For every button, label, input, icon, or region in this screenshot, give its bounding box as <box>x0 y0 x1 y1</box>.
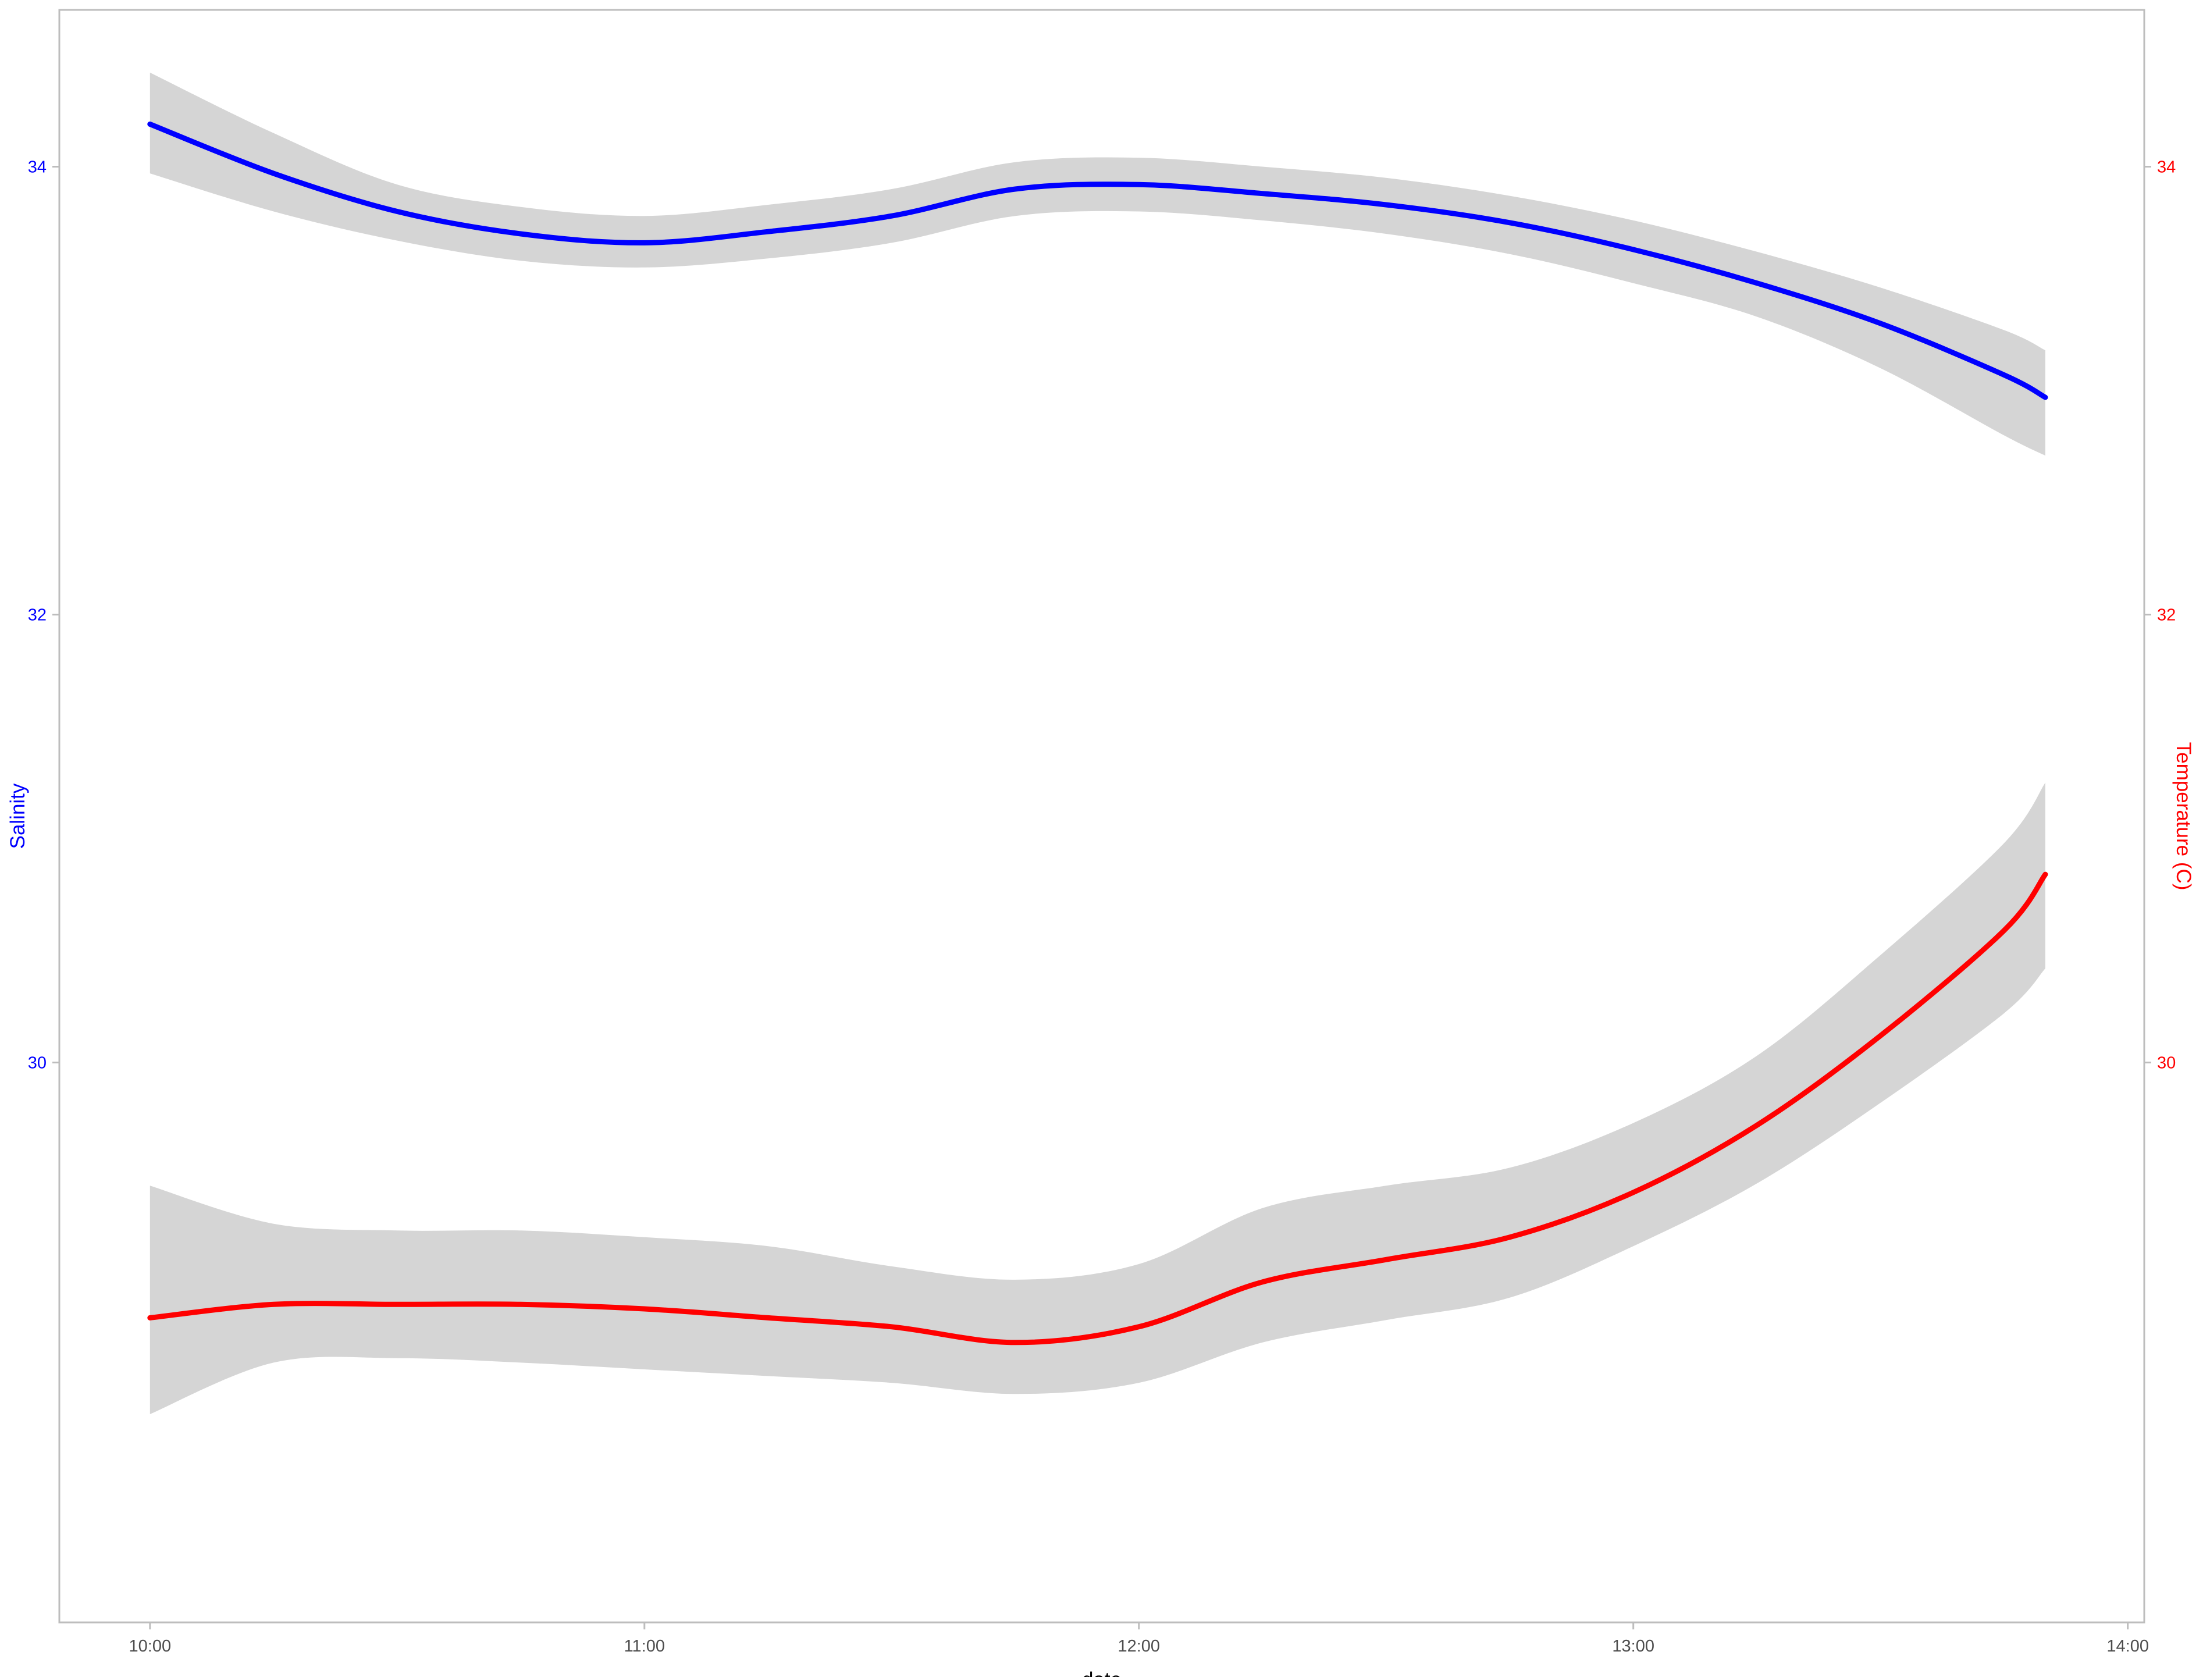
left-y-tick-label: 30 <box>28 1054 47 1073</box>
left-y-axis-title: Salinity <box>6 783 29 849</box>
left-series-confidence-band <box>150 72 2045 456</box>
right-series-confidence-band <box>150 782 2045 1414</box>
right-series-line <box>147 871 2048 1346</box>
series-lines <box>147 121 2048 1346</box>
x-tick-label: 12:00 <box>1117 1637 1160 1656</box>
right-y-tick-label: 30 <box>2157 1054 2176 1073</box>
right-y-tick-label: 32 <box>2157 606 2176 625</box>
left-y-axis: 30 32 34 <box>28 158 59 1073</box>
plot-panel-border <box>58 9 2145 1624</box>
confidence-ribbons <box>150 72 2045 1414</box>
left-series-line <box>147 121 2048 400</box>
x-tick-label: 14:00 <box>2106 1637 2149 1656</box>
left-y-tick-label: 34 <box>28 158 47 177</box>
x-axis-title: date <box>1082 1668 1122 1677</box>
left-y-tick-label: 32 <box>28 606 47 625</box>
right-y-axis-title: Temperature (C) <box>2172 742 2195 891</box>
x-tick-label: 11:00 <box>624 1637 665 1656</box>
right-y-tick-label: 34 <box>2157 158 2176 177</box>
x-axis: 10:00 11:00 12:00 13:00 14:00 <box>129 1622 2149 1656</box>
x-tick-label: 13:00 <box>1612 1637 1654 1656</box>
x-tick-label: 10:00 <box>129 1637 172 1656</box>
right-y-axis: 30 32 34 <box>2144 158 2176 1073</box>
